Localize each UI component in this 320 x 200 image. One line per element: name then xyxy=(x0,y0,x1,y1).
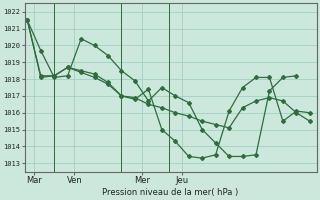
X-axis label: Pression niveau de la mer( hPa ): Pression niveau de la mer( hPa ) xyxy=(102,188,239,197)
